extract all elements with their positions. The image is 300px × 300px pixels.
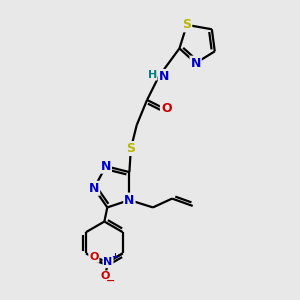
Text: +: + xyxy=(111,252,118,261)
Text: N: N xyxy=(124,194,135,207)
Text: N: N xyxy=(103,257,112,267)
Text: −: − xyxy=(106,276,116,286)
Text: N: N xyxy=(89,182,99,195)
Text: O: O xyxy=(89,252,99,262)
Text: N: N xyxy=(100,160,111,173)
Text: N: N xyxy=(159,70,169,83)
Text: N: N xyxy=(190,57,201,70)
Text: O: O xyxy=(161,102,172,115)
Text: O: O xyxy=(100,271,110,281)
Text: H: H xyxy=(148,70,157,80)
Text: S: S xyxy=(126,142,135,155)
Text: S: S xyxy=(182,18,191,32)
